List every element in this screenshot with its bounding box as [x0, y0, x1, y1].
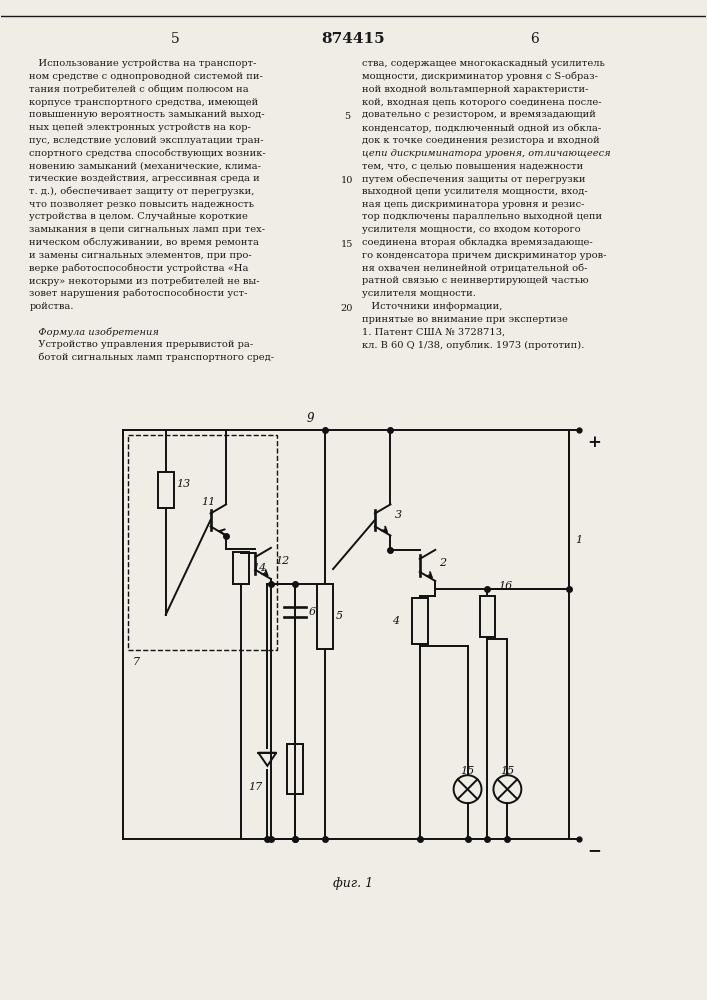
Text: 5: 5 — [344, 112, 350, 121]
Text: устройства в целом. Случайные короткие: устройства в целом. Случайные короткие — [29, 212, 248, 221]
Text: ной входной вольтамперной характеристи-: ной входной вольтамперной характеристи- — [362, 85, 588, 94]
Text: спортного средства способствующих возник-: спортного средства способствующих возник… — [29, 149, 266, 158]
Text: 1. Патент США № 3728713,: 1. Патент США № 3728713, — [362, 327, 505, 336]
Text: усилителя мощности, со входом которого: усилителя мощности, со входом которого — [362, 225, 580, 234]
Text: зовет нарушения работоспособности уст-: зовет нарушения работоспособности уст- — [29, 289, 247, 298]
Text: ратной связью с неинвертирующей частью: ратной связью с неинвертирующей частью — [362, 276, 589, 285]
Text: Формула изобретения: Формула изобретения — [29, 327, 159, 337]
Text: фиг. 1: фиг. 1 — [333, 877, 373, 890]
Text: усилителя мощности.: усилителя мощности. — [362, 289, 476, 298]
Text: Использование устройства на транспорт-: Использование устройства на транспорт- — [29, 59, 257, 68]
Text: 5: 5 — [171, 32, 180, 46]
Text: 6: 6 — [530, 32, 539, 46]
Text: 2: 2 — [439, 558, 446, 568]
Text: довательно с резистором, и времязадающий: довательно с резистором, и времязадающий — [362, 110, 596, 119]
Text: −: − — [587, 843, 601, 860]
Text: 15: 15 — [501, 766, 515, 776]
Text: ных цепей электронных устройств на кор-: ных цепей электронных устройств на кор- — [29, 123, 251, 132]
Text: 15: 15 — [460, 766, 474, 776]
Text: т. д.), обеспечивает защиту от перегрузки,: т. д.), обеспечивает защиту от перегрузк… — [29, 187, 255, 196]
Text: искру» некоторыми из потребителей не вы-: искру» некоторыми из потребителей не вы- — [29, 276, 260, 286]
Text: кой, входная цепь которого соединена после-: кой, входная цепь которого соединена пос… — [362, 98, 602, 107]
Text: 7: 7 — [133, 657, 140, 667]
Text: 20: 20 — [341, 304, 354, 313]
Text: ня охвачен нелинейной отрицательной об-: ня охвачен нелинейной отрицательной об- — [362, 263, 588, 273]
Bar — [158, 472, 174, 508]
Bar — [233, 552, 250, 584]
Text: 11: 11 — [201, 497, 216, 507]
Text: цепи дискриминатора уровня, отличающееся: цепи дискриминатора уровня, отличающееся — [362, 149, 611, 158]
Text: 9: 9 — [306, 412, 314, 425]
Bar — [287, 744, 303, 794]
Text: соединена вторая обкладка времязадающе-: соединена вторая обкладка времязадающе- — [362, 238, 592, 247]
Text: 10: 10 — [341, 176, 354, 185]
Text: Источники информации,: Источники информации, — [362, 302, 503, 311]
Text: +: + — [587, 434, 601, 451]
Bar — [479, 596, 496, 637]
Text: 4: 4 — [392, 616, 399, 626]
Text: ническом обслуживании, во время ремонта: ническом обслуживании, во время ремонта — [29, 238, 259, 247]
Text: тор подключены параллельно выходной цепи: тор подключены параллельно выходной цепи — [362, 212, 602, 221]
Text: 15: 15 — [341, 240, 354, 249]
Text: что позволяет резко повысить надежность: что позволяет резко повысить надежность — [29, 200, 255, 209]
Text: 1: 1 — [575, 535, 583, 545]
Text: принятые во внимание при экспертизе: принятые во внимание при экспертизе — [362, 315, 568, 324]
Text: ройства.: ройства. — [29, 302, 74, 311]
Text: 16: 16 — [498, 581, 513, 591]
Text: 874415: 874415 — [321, 32, 385, 46]
Text: 14: 14 — [252, 563, 267, 573]
Text: 17: 17 — [248, 782, 262, 792]
Text: повышенную вероятность замыканий выход-: повышенную вероятность замыканий выход- — [29, 110, 265, 119]
Text: кл. В 60 Q 1/38, опублик. 1973 (прототип).: кл. В 60 Q 1/38, опублик. 1973 (прототип… — [362, 340, 585, 350]
Bar — [317, 584, 333, 649]
Text: 6: 6 — [308, 607, 315, 617]
Text: ная цепь дискриминатора уровня и резис-: ная цепь дискриминатора уровня и резис- — [362, 200, 585, 209]
Text: го конденсатора причем дискриминатор уров-: го конденсатора причем дискриминатор уро… — [362, 251, 607, 260]
Text: новению замыканий (механические, клима-: новению замыканий (механические, клима- — [29, 161, 262, 170]
Text: путем обеспечения защиты от перегрузки: путем обеспечения защиты от перегрузки — [362, 174, 585, 184]
Text: тические воздействия, агрессивная среда и: тические воздействия, агрессивная среда … — [29, 174, 260, 183]
Text: 12: 12 — [275, 556, 289, 566]
Text: док к точке соединения резистора и входной: док к точке соединения резистора и входн… — [362, 136, 600, 145]
Text: тания потребителей с общим полюсом на: тания потребителей с общим полюсом на — [29, 85, 249, 94]
Text: 5: 5 — [336, 611, 343, 621]
Text: верке работоспособности устройства «На: верке работоспособности устройства «На — [29, 263, 249, 273]
Text: конденсатор, подключенный одной из обкла-: конденсатор, подключенный одной из обкла… — [362, 123, 601, 133]
Text: 3: 3 — [395, 510, 402, 520]
Text: корпусе транспортного средства, имеющей: корпусе транспортного средства, имеющей — [29, 98, 259, 107]
Text: мощности, дискриминатор уровня с S-образ-: мощности, дискриминатор уровня с S-образ… — [362, 72, 598, 81]
Text: ботой сигнальных ламп транспортного сред-: ботой сигнальных ламп транспортного сред… — [29, 353, 274, 362]
Text: Устройство управления прерывистой ра-: Устройство управления прерывистой ра- — [29, 340, 254, 349]
Bar — [128, 435, 277, 650]
Bar — [411, 598, 428, 644]
Text: пус, вследствие условий эксплуатации тран-: пус, вследствие условий эксплуатации тра… — [29, 136, 264, 145]
Text: замыкания в цепи сигнальных ламп при тех-: замыкания в цепи сигнальных ламп при тех… — [29, 225, 265, 234]
Text: ства, содержащее многокаскадный усилитель: ства, содержащее многокаскадный усилител… — [362, 59, 604, 68]
Text: выходной цепи усилителя мощности, вход-: выходной цепи усилителя мощности, вход- — [362, 187, 588, 196]
Text: тем, что, с целью повышения надежности: тем, что, с целью повышения надежности — [362, 161, 583, 170]
Text: 13: 13 — [177, 479, 191, 489]
Text: ном средстве с однопроводной системой пи-: ном средстве с однопроводной системой пи… — [29, 72, 263, 81]
Text: и замены сигнальных элементов, при про-: и замены сигнальных элементов, при про- — [29, 251, 252, 260]
